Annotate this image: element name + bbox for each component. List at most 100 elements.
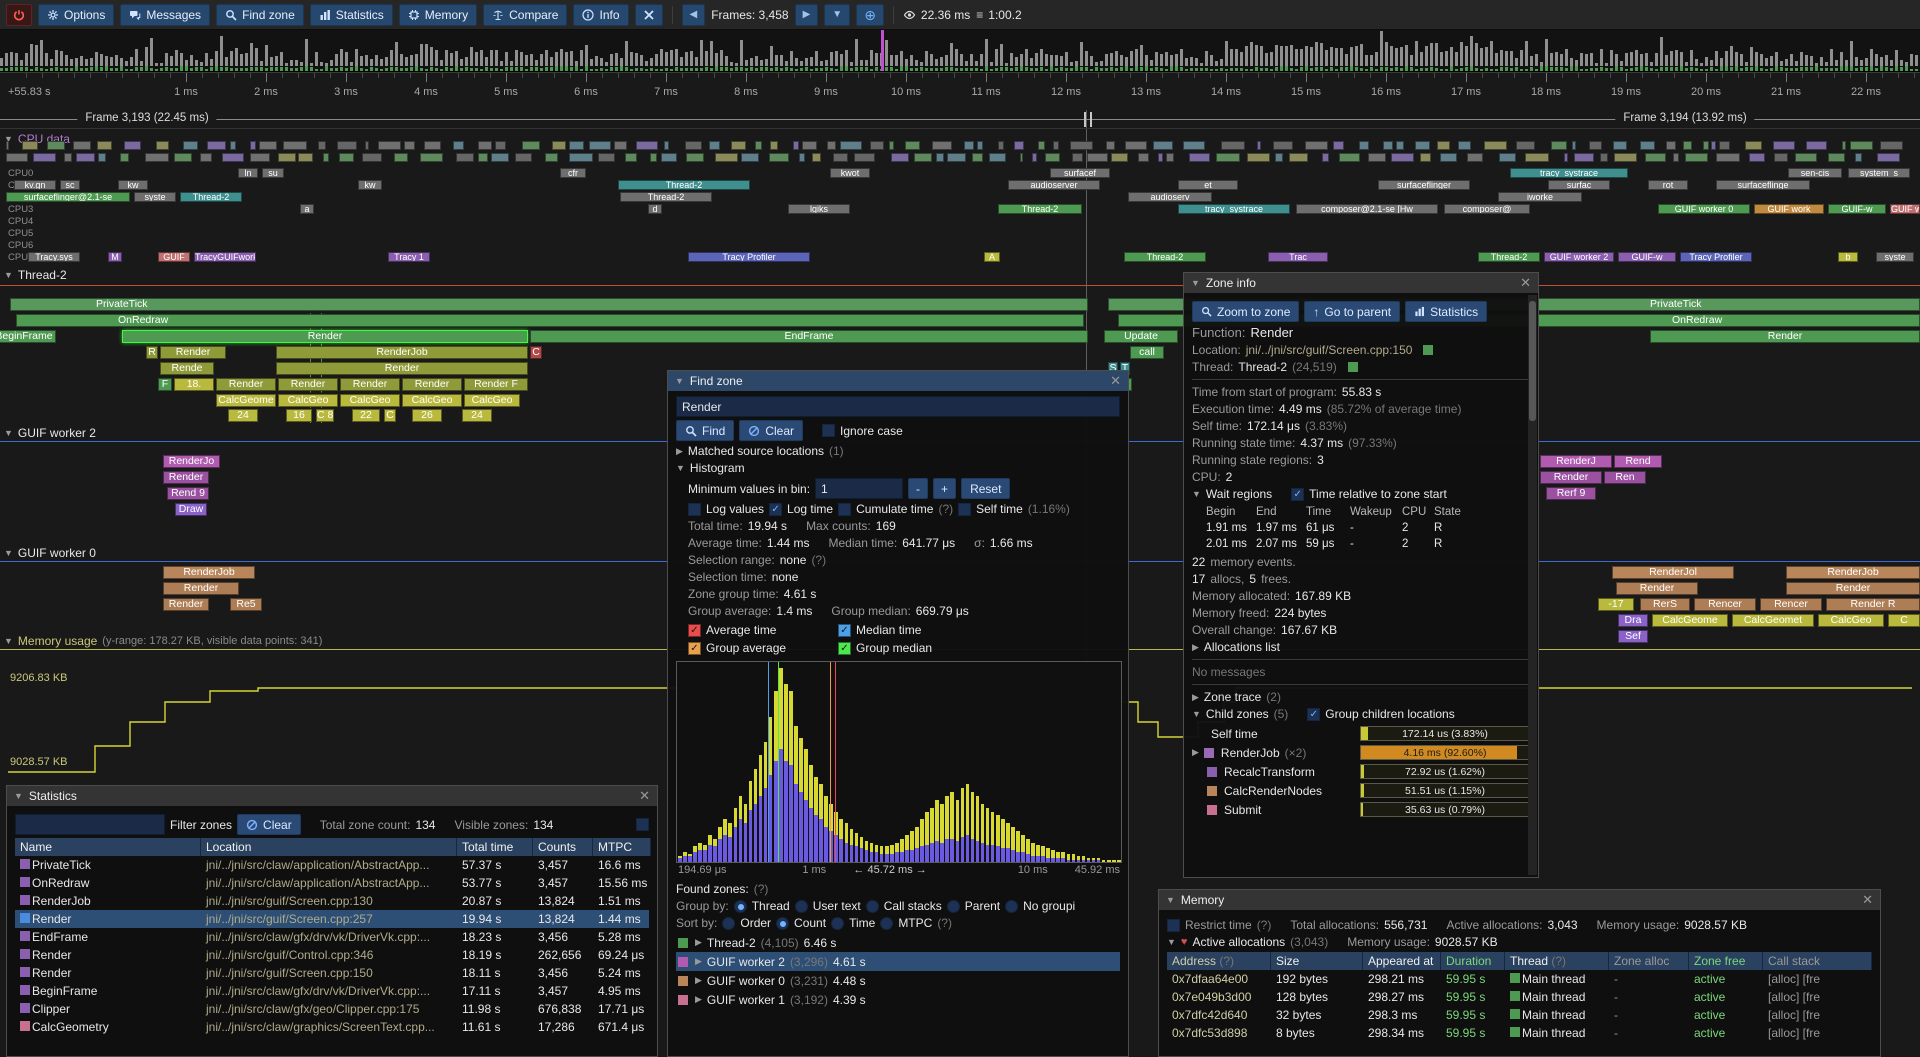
- cpu-activity-segment[interactable]: [1672, 153, 1680, 162]
- cpu-activity-segment[interactable]: [1795, 153, 1817, 162]
- cpu-activity-segment[interactable]: [323, 153, 330, 162]
- zone-info-scrollbar[interactable]: [1528, 295, 1537, 875]
- cpu-zone[interactable]: Thread-2: [620, 192, 712, 202]
- cpu-activity-segment[interactable]: [1639, 141, 1656, 150]
- cpu-activity-segment[interactable]: [1368, 153, 1387, 162]
- cpu-activity-segment[interactable]: [1550, 141, 1568, 150]
- timeline-zone[interactable]: RenderJ: [1540, 455, 1612, 468]
- cpu-activity-segment[interactable]: [588, 141, 611, 150]
- cpu-activity-segment[interactable]: [889, 141, 894, 150]
- cpu-zone[interactable]: Thread-2: [618, 180, 750, 190]
- timeline-zone[interactable]: BeginFrame: [0, 330, 56, 343]
- collapse-arrow-icon[interactable]: ▶: [1192, 691, 1199, 702]
- cpu-zone[interactable]: sc: [60, 180, 80, 190]
- cpu-zone[interactable]: GUIF worker 2: [1544, 252, 1614, 262]
- collapse-arrow-icon[interactable]: ▶: [695, 937, 702, 947]
- time-relative-checkbox[interactable]: [1291, 487, 1305, 501]
- cpu-activity-segment[interactable]: [1272, 141, 1294, 150]
- memory-column-header-duration[interactable]: Duration: [1441, 952, 1505, 970]
- info-button[interactable]: Info: [573, 3, 629, 26]
- cpu-activity-segment[interactable]: [1014, 141, 1025, 150]
- cpu-zone[interactable]: d: [648, 204, 662, 214]
- cpu-activity-segment[interactable]: [913, 153, 932, 162]
- timeline-zone[interactable]: RerS: [1640, 598, 1690, 611]
- cpu-activity-segment[interactable]: [282, 141, 307, 150]
- cpu-activity-segment[interactable]: [1125, 141, 1147, 150]
- cpu-activity-segment[interactable]: [1188, 153, 1211, 162]
- memory-window-titlebar[interactable]: ▼ Memory ✕: [1159, 890, 1880, 910]
- collapse-arrow-icon[interactable]: ▼: [4, 133, 13, 144]
- prev-frame-button[interactable]: ◀: [681, 3, 706, 26]
- collapse-arrow-icon[interactable]: ▶: [1192, 747, 1199, 757]
- sort-by-radio-mtpc[interactable]: [880, 916, 894, 930]
- cpu-activity-segment[interactable]: [1396, 141, 1404, 150]
- find-zone-button[interactable]: Find zone: [216, 3, 304, 26]
- cpu-activity-segment[interactable]: [997, 141, 1004, 150]
- cpu-activity-segment[interactable]: [597, 153, 615, 162]
- cpu-activity-segment[interactable]: [1110, 153, 1129, 162]
- cpu-activity-segment[interactable]: [635, 141, 658, 150]
- timeline-zone[interactable]: Render: [216, 378, 276, 391]
- found-zone-group[interactable]: ▶ GUIF worker 1 (3,192) 4.39 s: [676, 990, 1120, 1009]
- frame-minimap[interactable]: [0, 30, 1920, 72]
- timeline-zone[interactable]: Dra: [1618, 614, 1648, 627]
- cpu-zone[interactable]: lgiks: [788, 204, 850, 214]
- timeline-zone[interactable]: CalcGeo: [1818, 614, 1884, 627]
- legend-checkbox[interactable]: [838, 641, 851, 655]
- frame-dropdown-button[interactable]: ▼: [824, 3, 851, 26]
- timeline-zone[interactable]: call: [1130, 346, 1164, 359]
- timeline-zone[interactable]: CalcGeo: [464, 394, 520, 407]
- close-icon[interactable]: ✕: [639, 788, 650, 803]
- cpu-activity-segment[interactable]: [1806, 141, 1828, 150]
- cpu-activity-segment[interactable]: [452, 141, 464, 150]
- timeline-zone[interactable]: C: [530, 346, 542, 359]
- cpu-activity-segment[interactable]: [1086, 153, 1109, 162]
- cpu-activity-segment[interactable]: [515, 153, 532, 162]
- cpu-activity-segment[interactable]: [1466, 153, 1484, 162]
- cpu-activity-segment[interactable]: [1744, 141, 1762, 150]
- cpu-activity-segment[interactable]: [811, 153, 821, 162]
- collapse-arrow-icon[interactable]: ▼: [1167, 937, 1176, 947]
- cpu-activity-segment[interactable]: [362, 153, 382, 162]
- cpu-activity-segment[interactable]: [1571, 141, 1577, 150]
- cpu-activity-segment[interactable]: [183, 141, 199, 150]
- self-time-checkbox[interactable]: [958, 502, 972, 516]
- timeline-zone[interactable]: Sef: [1618, 630, 1648, 643]
- collapse-arrow-icon[interactable]: ▶: [695, 975, 702, 985]
- cpu-zone[interactable]: kv.gn: [14, 180, 56, 190]
- cpu-zone[interactable]: a: [300, 204, 314, 214]
- timeline-zone[interactable]: Render: [402, 378, 462, 391]
- cpu-activity-segment[interactable]: [96, 141, 113, 150]
- timeline-zone[interactable]: Render: [163, 582, 239, 595]
- cpu-activity-segment[interactable]: [660, 153, 678, 162]
- power-button[interactable]: [6, 3, 32, 26]
- cpu-activity-segment[interactable]: [1879, 141, 1903, 150]
- cpu-activity-segment[interactable]: [1440, 153, 1458, 162]
- cpu-activity-segment[interactable]: [495, 141, 507, 150]
- timeline-zone[interactable]: 16: [286, 409, 312, 422]
- cpu-activity-segment[interactable]: [1215, 153, 1240, 162]
- cpu-activity-segment[interactable]: [174, 153, 193, 162]
- cpu-zone[interactable]: TracyGUIFwork: [194, 252, 256, 262]
- legend-checkbox[interactable]: [838, 623, 851, 637]
- timeline-zone[interactable]: Render: [122, 330, 528, 343]
- collapse-arrow-icon[interactable]: ▼: [4, 635, 13, 646]
- compare-button[interactable]: Compare: [483, 3, 568, 26]
- timeline-zone[interactable]: 24: [462, 409, 492, 422]
- cpu-zone[interactable]: system_s: [1848, 168, 1910, 178]
- clear-filter-button[interactable]: Clear: [237, 814, 301, 835]
- statistics-option-checkbox[interactable]: [636, 818, 649, 831]
- section-header-guif-worker-2[interactable]: ▼ GUIF worker 2: [4, 425, 96, 440]
- cpu-activity-segment[interactable]: [731, 141, 747, 150]
- timeline-zone[interactable]: CalcGeomet: [1732, 614, 1814, 627]
- cpu-zone[interactable]: kw: [358, 180, 382, 190]
- goto-frame-button[interactable]: ⊕: [856, 3, 884, 26]
- cpu-activity-segment[interactable]: [64, 153, 72, 162]
- cpu-zone[interactable]: GUIF work: [1754, 204, 1824, 214]
- zone-statistics-button[interactable]: Statistics: [1405, 301, 1488, 322]
- cpu-activity-segment[interactable]: [1053, 141, 1060, 150]
- found-zone-group[interactable]: ▶ Thread-2 (4,105) 6.46 s: [676, 933, 1120, 952]
- cpu-activity-segment[interactable]: [1414, 141, 1430, 150]
- child-zone-row[interactable]: ▶ RenderJob (×2) 4.16 ms (92.60%): [1192, 743, 1530, 762]
- collapse-arrow-icon[interactable]: ▼: [1192, 709, 1201, 719]
